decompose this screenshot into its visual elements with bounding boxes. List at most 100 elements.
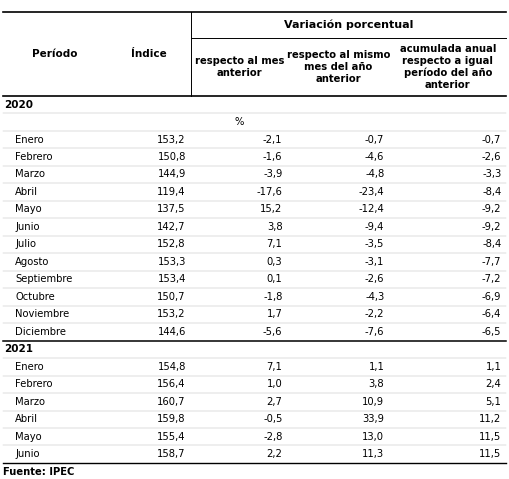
Text: Junio: Junio bbox=[15, 222, 40, 232]
Text: 33,9: 33,9 bbox=[362, 414, 384, 424]
Text: Julio: Julio bbox=[15, 240, 36, 250]
Text: Mayo: Mayo bbox=[15, 205, 42, 215]
Text: Noviembre: Noviembre bbox=[15, 309, 70, 319]
Text: -3,9: -3,9 bbox=[263, 170, 282, 180]
Text: acumulada anual
respecto a igual
período del año
anterior: acumulada anual respecto a igual período… bbox=[400, 45, 496, 90]
Text: 153,2: 153,2 bbox=[157, 135, 186, 145]
Text: %: % bbox=[235, 117, 244, 127]
Text: Marzo: Marzo bbox=[15, 397, 45, 407]
Text: Octubre: Octubre bbox=[15, 292, 55, 302]
Text: -9,2: -9,2 bbox=[482, 205, 501, 215]
Text: -4,8: -4,8 bbox=[365, 170, 384, 180]
Text: 5,1: 5,1 bbox=[486, 397, 501, 407]
Text: 1,7: 1,7 bbox=[267, 309, 282, 319]
Text: -1,8: -1,8 bbox=[263, 292, 282, 302]
Text: 1,1: 1,1 bbox=[486, 362, 501, 372]
Text: -7,6: -7,6 bbox=[365, 327, 384, 337]
Text: respecto al mismo
mes del año
anterior: respecto al mismo mes del año anterior bbox=[287, 50, 390, 84]
Text: -17,6: -17,6 bbox=[257, 187, 282, 197]
Text: 2,7: 2,7 bbox=[267, 397, 282, 407]
Text: Variación porcentual: Variación porcentual bbox=[284, 20, 413, 30]
Text: 15,2: 15,2 bbox=[260, 205, 282, 215]
Text: Abril: Abril bbox=[15, 414, 38, 424]
Text: -0,5: -0,5 bbox=[263, 414, 282, 424]
Text: -12,4: -12,4 bbox=[358, 205, 384, 215]
Text: -5,6: -5,6 bbox=[263, 327, 282, 337]
Text: 7,1: 7,1 bbox=[267, 362, 282, 372]
Text: 11,3: 11,3 bbox=[362, 449, 384, 459]
Text: Febrero: Febrero bbox=[15, 152, 53, 162]
Text: 0,1: 0,1 bbox=[267, 274, 282, 285]
Text: -9,2: -9,2 bbox=[482, 222, 501, 232]
Text: 142,7: 142,7 bbox=[157, 222, 186, 232]
Text: -1,6: -1,6 bbox=[263, 152, 282, 162]
Text: -0,7: -0,7 bbox=[365, 135, 384, 145]
Text: -4,6: -4,6 bbox=[365, 152, 384, 162]
Text: 152,8: 152,8 bbox=[157, 240, 186, 250]
Text: 0,3: 0,3 bbox=[267, 257, 282, 267]
Text: -2,2: -2,2 bbox=[365, 309, 384, 319]
Text: 150,8: 150,8 bbox=[157, 152, 186, 162]
Text: -2,1: -2,1 bbox=[263, 135, 282, 145]
Text: -6,9: -6,9 bbox=[482, 292, 501, 302]
Text: Septiembre: Septiembre bbox=[15, 274, 73, 285]
Text: 155,4: 155,4 bbox=[157, 432, 186, 442]
Text: Enero: Enero bbox=[15, 362, 44, 372]
Text: -0,7: -0,7 bbox=[482, 135, 501, 145]
Text: 11,5: 11,5 bbox=[479, 449, 501, 459]
Text: 10,9: 10,9 bbox=[362, 397, 384, 407]
Text: -4,3: -4,3 bbox=[365, 292, 384, 302]
Text: -2,8: -2,8 bbox=[263, 432, 282, 442]
Text: 137,5: 137,5 bbox=[157, 205, 186, 215]
Text: -6,5: -6,5 bbox=[482, 327, 501, 337]
Text: -2,6: -2,6 bbox=[365, 274, 384, 285]
Text: 11,5: 11,5 bbox=[479, 432, 501, 442]
Text: 1,0: 1,0 bbox=[267, 379, 282, 389]
Text: -6,4: -6,4 bbox=[482, 309, 501, 319]
Text: -3,5: -3,5 bbox=[365, 240, 384, 250]
Text: -23,4: -23,4 bbox=[359, 187, 384, 197]
Text: 159,8: 159,8 bbox=[157, 414, 186, 424]
Text: 13,0: 13,0 bbox=[362, 432, 384, 442]
Text: 153,2: 153,2 bbox=[157, 309, 186, 319]
Text: 156,4: 156,4 bbox=[157, 379, 186, 389]
Text: Índice: Índice bbox=[131, 49, 167, 59]
Text: -7,2: -7,2 bbox=[482, 274, 501, 285]
Text: -3,3: -3,3 bbox=[482, 170, 501, 180]
Text: Abril: Abril bbox=[15, 187, 38, 197]
Text: -2,6: -2,6 bbox=[482, 152, 501, 162]
Text: 119,4: 119,4 bbox=[157, 187, 186, 197]
Text: -8,4: -8,4 bbox=[482, 240, 501, 250]
Text: Junio: Junio bbox=[15, 449, 40, 459]
Text: 1,1: 1,1 bbox=[369, 362, 384, 372]
Text: Marzo: Marzo bbox=[15, 170, 45, 180]
Text: -7,7: -7,7 bbox=[482, 257, 501, 267]
Text: 150,7: 150,7 bbox=[157, 292, 186, 302]
Text: 11,2: 11,2 bbox=[479, 414, 501, 424]
Text: 153,4: 153,4 bbox=[157, 274, 186, 285]
Text: 144,6: 144,6 bbox=[157, 327, 186, 337]
Text: 153,3: 153,3 bbox=[157, 257, 186, 267]
Text: Enero: Enero bbox=[15, 135, 44, 145]
Text: Período: Período bbox=[32, 49, 77, 59]
Text: Agosto: Agosto bbox=[15, 257, 50, 267]
Text: -3,1: -3,1 bbox=[365, 257, 384, 267]
Text: 144,9: 144,9 bbox=[157, 170, 186, 180]
Text: 2021: 2021 bbox=[4, 344, 33, 354]
Text: 2020: 2020 bbox=[4, 100, 33, 110]
Text: respecto al mes
anterior: respecto al mes anterior bbox=[194, 56, 284, 78]
Text: Fuente: IPEC: Fuente: IPEC bbox=[3, 467, 74, 477]
Text: 3,8: 3,8 bbox=[369, 379, 384, 389]
Text: 158,7: 158,7 bbox=[157, 449, 186, 459]
Text: 160,7: 160,7 bbox=[157, 397, 186, 407]
Text: -8,4: -8,4 bbox=[482, 187, 501, 197]
Text: 154,8: 154,8 bbox=[157, 362, 186, 372]
Text: 2,2: 2,2 bbox=[267, 449, 282, 459]
Text: Mayo: Mayo bbox=[15, 432, 42, 442]
Text: 7,1: 7,1 bbox=[267, 240, 282, 250]
Text: Febrero: Febrero bbox=[15, 379, 53, 389]
Text: Diciembre: Diciembre bbox=[15, 327, 66, 337]
Text: -9,4: -9,4 bbox=[365, 222, 384, 232]
Text: 3,8: 3,8 bbox=[267, 222, 282, 232]
Text: 2,4: 2,4 bbox=[486, 379, 501, 389]
